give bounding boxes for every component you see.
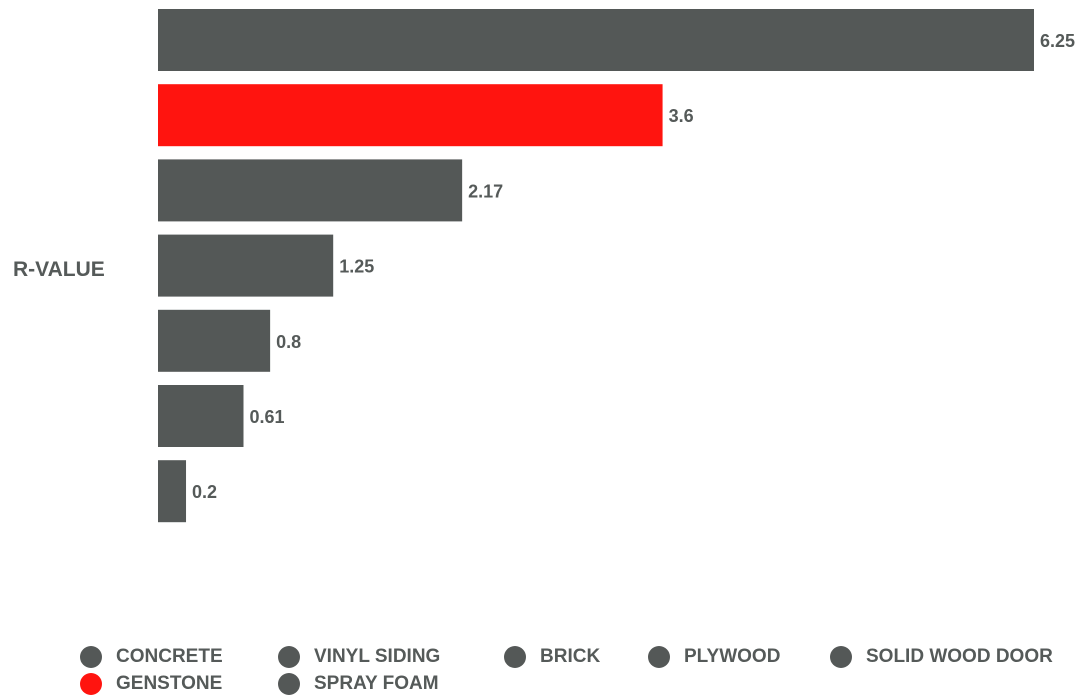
value-label: 6.25: [1040, 31, 1075, 51]
bar-plywood: [158, 234, 334, 297]
legend-marker-icon: [80, 645, 102, 668]
legend-label: PLYWOOD: [684, 645, 781, 667]
bar-vinyl-siding: [158, 385, 244, 447]
legend-label: VINYL SIDING: [314, 645, 441, 667]
bar-spray-foam: [158, 9, 1034, 71]
bar-chart: R-VALUE 6.25 3.6 2.17 1.25 0.8 0.61 0.2: [13, 9, 1075, 523]
bars-group: 6.25 3.6 2.17 1.25 0.8 0.61 0.2: [158, 9, 1075, 523]
legend: CONCRETE VINYL SIDING BRICK PLYWOOD SOLID WO…: [80, 643, 1080, 697]
legend-label: SPRAY FOAM: [314, 672, 439, 694]
legend-row: GENSTONE SPRAY FOAM: [80, 670, 1080, 697]
legend-item-brick: BRICK: [504, 645, 601, 668]
legend-item-vinyl-siding: VINYL SIDING: [278, 645, 441, 668]
bar-solid-wood-door: [158, 159, 463, 222]
bar-brick: [158, 309, 271, 372]
legend-item-plywood: PLYWOOD: [648, 645, 781, 668]
legend-marker-icon: [278, 645, 300, 668]
y-axis-label: R-VALUE: [13, 258, 105, 281]
value-label: 3.6: [669, 106, 694, 126]
value-label: 0.8: [276, 332, 301, 352]
bar-genstone: [158, 84, 663, 147]
legend-label: CONCRETE: [116, 645, 223, 667]
value-label: 0.61: [249, 407, 284, 427]
bar-concrete: [158, 460, 187, 523]
legend-marker-icon: [80, 672, 102, 695]
legend-marker-icon: [648, 645, 670, 668]
legend-item-concrete: CONCRETE: [80, 645, 223, 668]
legend-marker-icon: [504, 645, 526, 668]
legend-item-solid-wood-door: SOLID WOOD DOOR: [830, 645, 1053, 668]
value-label: 1.25: [339, 257, 374, 277]
value-label: 0.2: [192, 482, 217, 502]
value-label: 2.17: [468, 181, 503, 201]
legend-marker-icon: [278, 672, 300, 695]
legend-label: GENSTONE: [116, 672, 223, 694]
legend-label: BRICK: [540, 645, 601, 667]
legend-row: CONCRETE VINYL SIDING BRICK PLYWOOD SOLID WO…: [80, 643, 1080, 670]
legend-label: SOLID WOOD DOOR: [866, 645, 1053, 667]
legend-item-genstone: GENSTONE: [80, 672, 223, 695]
legend-item-spray-foam: SPRAY FOAM: [278, 672, 439, 695]
legend-marker-icon: [830, 645, 852, 668]
